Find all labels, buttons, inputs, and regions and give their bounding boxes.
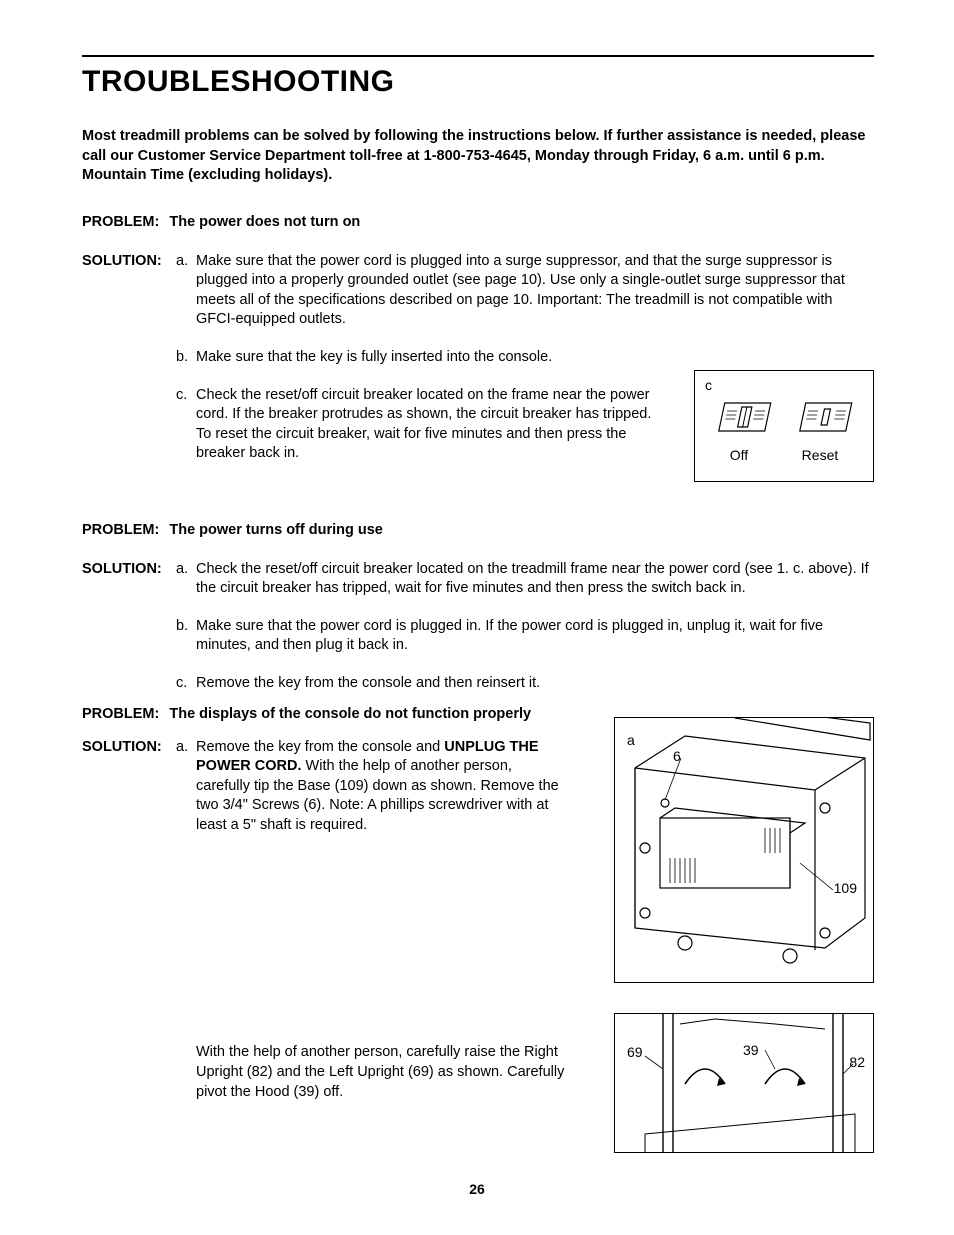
problem-3-text: The displays of the console do not funct… (169, 706, 531, 722)
solution-label: SOLUTION: (82, 560, 176, 599)
solution-3a2-text: With the help of another person, careful… (196, 1043, 566, 1102)
figure-c: c (694, 370, 874, 482)
figure-a: a 6 109 (614, 717, 874, 983)
problem-label: PROBLEM: (82, 522, 159, 538)
solution-2a-text: Check the reset/off circuit breaker loca… (196, 560, 874, 599)
list-letter: a. (176, 560, 196, 599)
off-label: Off (730, 447, 748, 463)
page-number: 26 (0, 1181, 954, 1197)
solution-2a: SOLUTION: a. Check the reset/off circuit… (82, 560, 874, 599)
list-letter: c. (176, 674, 196, 694)
upright-diagram-icon (615, 1014, 874, 1153)
intro-paragraph: Most treadmill problems can be solved by… (82, 127, 874, 186)
page-title: TROUBLESHOOTING (82, 65, 874, 99)
solution-1b-text: Make sure that the key is fully inserted… (196, 348, 874, 368)
callout-6: 6 (673, 748, 681, 764)
reset-label: Reset (802, 447, 839, 463)
figure-uprights: 69 39 82 (614, 1013, 874, 1153)
problem-1-heading: PROBLEM: The power does not turn on (82, 214, 874, 230)
list-letter: c. (176, 386, 196, 464)
figure-a-label: a (627, 732, 635, 748)
solution-2b-text: Make sure that the power cord is plugged… (196, 617, 874, 656)
solution-label: SOLUTION: (82, 252, 176, 330)
top-rule (82, 55, 874, 57)
list-letter: b. (176, 617, 196, 656)
callout-82: 82 (849, 1054, 865, 1070)
solution-2c-text: Remove the key from the console and then… (196, 674, 874, 694)
problem-label: PROBLEM: (82, 706, 159, 722)
figure-c-label: c (705, 377, 712, 393)
callout-69: 69 (627, 1044, 643, 1060)
solution-3a-text: Remove the key from the console and UNPL… (196, 738, 566, 836)
breaker-reset-icon (795, 397, 855, 437)
list-letter: a. (176, 738, 196, 836)
solution-2b: b. Make sure that the power cord is plug… (82, 617, 874, 656)
callout-109: 109 (834, 880, 857, 896)
solution-1a: SOLUTION: a. Make sure that the power co… (82, 252, 874, 330)
list-letter: b. (176, 348, 196, 368)
solution-1a-text: Make sure that the power cord is plugged… (196, 252, 874, 330)
problem-label: PROBLEM: (82, 214, 159, 230)
problem-1-text: The power does not turn on (169, 214, 360, 230)
solution-label: SOLUTION: (82, 738, 176, 836)
breaker-off-icon (714, 397, 774, 437)
callout-39: 39 (743, 1042, 759, 1058)
problem-2-text: The power turns off during use (169, 522, 382, 538)
solution-2c: c. Remove the key from the console and t… (82, 674, 874, 694)
solution-1b: b. Make sure that the key is fully inser… (82, 348, 874, 368)
list-letter: a. (176, 252, 196, 330)
manual-page: TROUBLESHOOTING Most treadmill problems … (0, 0, 954, 1235)
problem-2-heading: PROBLEM: The power turns off during use (82, 522, 874, 538)
solution-1c-text: Check the reset/off circuit breaker loca… (196, 386, 656, 464)
base-diagram-icon (615, 718, 874, 983)
